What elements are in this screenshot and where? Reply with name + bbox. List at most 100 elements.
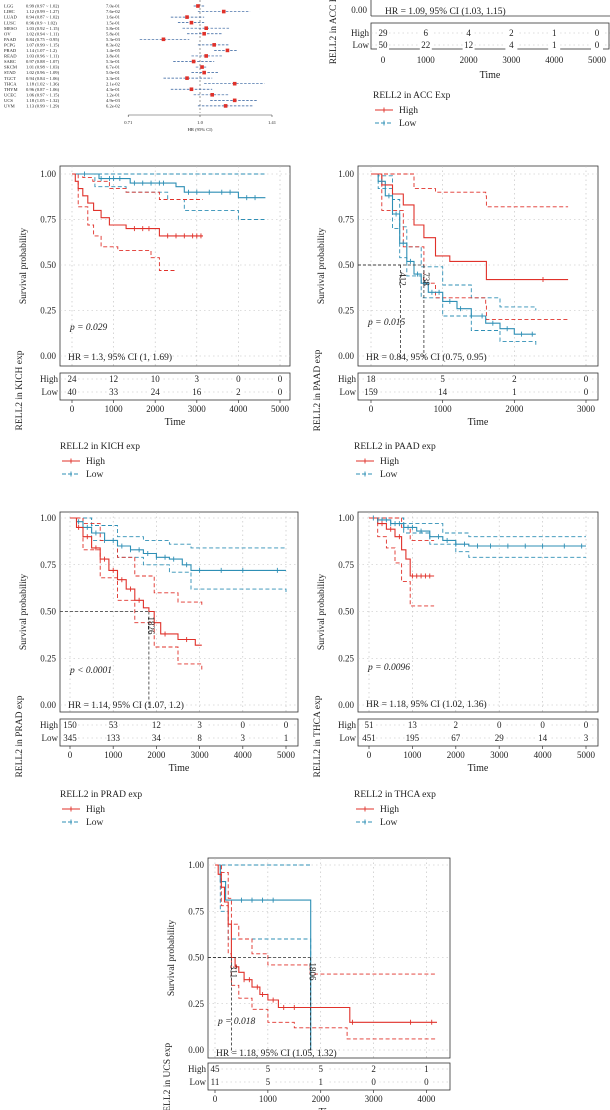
acc-risk-count: 50	[379, 40, 389, 50]
forest-point	[204, 26, 208, 30]
ucs-xlabel: Time	[319, 1107, 340, 1110]
kich-risk-group-label: High	[40, 374, 59, 384]
acc-risk-count-bg	[548, 28, 561, 38]
thca-risk-group-label: High	[338, 720, 357, 730]
acc-risk-count-bg	[419, 28, 432, 38]
paad-risk-count-bg	[436, 374, 449, 384]
prad-xtick-label: 1000	[104, 750, 123, 760]
ucs-ytick-label: 0.50	[188, 953, 204, 963]
prad-median-label: 1826	[146, 617, 156, 636]
paad-risk-count: 1	[512, 387, 517, 397]
ucs-risk-count: 1	[424, 1064, 429, 1074]
forest-xtick-label: 1.41	[268, 120, 277, 125]
paad-ytick-label: 0.25	[338, 306, 354, 316]
forest-row-pvalue: 8.3e-02	[106, 42, 121, 47]
kich-p-value: p = 0.029	[69, 323, 108, 333]
prad-risk-count-bg	[107, 720, 120, 730]
acc-risk-count-bg	[462, 28, 475, 38]
prad-legend-label: High	[86, 805, 105, 815]
acc-risk-group-label: Low	[353, 40, 370, 50]
kich-xtick-label: 3000	[188, 404, 207, 414]
kich-ytick-label: 0.25	[40, 306, 56, 316]
thca-risk-group-label: Low	[340, 733, 357, 743]
acc-risk-count: 4	[509, 40, 514, 50]
acc-legend-label: Low	[399, 119, 417, 129]
prad-risk-count-bg	[280, 720, 292, 730]
thca-risk-count-bg	[406, 720, 419, 730]
forest-row-hr-text: 1.07 (0.99 ~ 1.15)	[26, 42, 60, 47]
kich-risk-count-bg	[274, 387, 286, 397]
forest-point	[204, 54, 208, 58]
forest-row-hr-text: 1.02 (0.94 ~ 1.11)	[26, 31, 59, 36]
thca-risk-count: 2	[454, 720, 459, 730]
kich-xtick-label: 4000	[229, 404, 248, 414]
prad-panel	[59, 511, 299, 825]
prad-high-ci-upper	[70, 517, 203, 606]
thca-ytick-label: 0.50	[338, 607, 354, 617]
forest-point	[221, 9, 226, 14]
kich-risk-count: 2	[236, 387, 241, 397]
prad-risk-count-bg	[150, 720, 163, 730]
prad-risk-count-bg	[64, 720, 76, 730]
forest-point	[232, 81, 237, 86]
paad-risk-count-bg	[436, 387, 449, 397]
paad-risk-count-bg	[365, 374, 377, 384]
paad-risk-count: 0	[584, 374, 589, 384]
prad-risk-count-bg	[64, 733, 76, 743]
paad-ytick-label: 0.75	[338, 215, 354, 225]
forest-row-hr-text: 0.99 (0.97 ~ 1.02)	[26, 4, 60, 9]
acc-risk-count: 6	[424, 28, 429, 38]
kich-risk-count-bg	[107, 374, 120, 384]
acc-risk-count: 0	[595, 40, 600, 50]
forest-point	[223, 104, 228, 108]
ucs-xtick-label: 2000	[312, 1094, 331, 1104]
ucs-ytick-label: 1.00	[188, 860, 204, 870]
thca-risk-count: 0	[540, 720, 545, 730]
ucs-risk-group-label: Low	[190, 1077, 207, 1087]
thca-ytick-label: 1.00	[338, 513, 354, 523]
forest-point	[185, 76, 189, 80]
acc-risk-count-bg	[377, 40, 389, 50]
prad-ytick-label: 1.00	[40, 513, 56, 523]
forest-row-label: LIHC	[4, 9, 15, 14]
forest-row-label: STAD	[4, 70, 16, 75]
thca-risk-count: 13	[408, 720, 418, 730]
forest-point	[202, 70, 206, 75]
forest-row-label: UCEC	[4, 92, 16, 97]
ucs-risk-count-bg	[261, 1064, 274, 1074]
ucs-risk-count-bg	[420, 1077, 433, 1087]
forest-row-hr-text: 1.18 (1.02 ~ 1.36)	[26, 81, 60, 86]
ucs-xtick-label: 0	[213, 1094, 218, 1104]
kich-risk-count: 40	[68, 387, 78, 397]
forest-row-label: TGCT	[4, 76, 16, 81]
ucs-risk-count: 5	[266, 1064, 271, 1074]
ucs-risk-count: 0	[424, 1077, 429, 1087]
paad-risk-count-bg	[580, 374, 592, 384]
thca-high-curve	[369, 517, 435, 577]
thca-legend-label: Low	[380, 818, 398, 828]
forest-row-hr-text: 1.01 (0.98 ~ 1.03)	[26, 65, 60, 70]
forest-row-hr-text: 1.02 (0.96 ~ 1.09)	[26, 70, 60, 75]
forest-row-hr-text: 1.18 (1.05 ~ 1.32)	[26, 98, 60, 103]
paad-legend-title: RELL2 in PAAD exp	[354, 442, 436, 452]
forest-row-label: THCA	[4, 81, 17, 86]
kich-risk-count-bg	[107, 387, 120, 397]
acc-legend-label: High	[399, 106, 418, 116]
acc-risk-group-label: High	[351, 28, 370, 38]
thca-risk-count: 0	[497, 720, 502, 730]
ucs-risk-count: 2	[371, 1064, 376, 1074]
forest-row-hr-text: 0.97 (0.88 ~ 1.07)	[26, 59, 60, 64]
thca-xtick-label: 0	[367, 750, 372, 760]
thca-risk-table-frame	[357, 718, 599, 747]
forest-row-label: OV	[4, 31, 11, 36]
kich-risk-count-bg	[274, 374, 286, 384]
forest-row-pvalue: 4.3e-01	[106, 87, 121, 92]
thca-risk-count: 451	[362, 733, 376, 743]
kich-high-ci-upper	[72, 173, 203, 200]
forest-row-label: THYM	[4, 87, 18, 92]
prad-risk-ylabel: RELL2 in PRAD exp	[15, 695, 25, 777]
thca-xtick-label: 4000	[534, 750, 553, 760]
paad-ytick-label: 0.50	[338, 260, 354, 270]
forest-point	[185, 15, 189, 19]
